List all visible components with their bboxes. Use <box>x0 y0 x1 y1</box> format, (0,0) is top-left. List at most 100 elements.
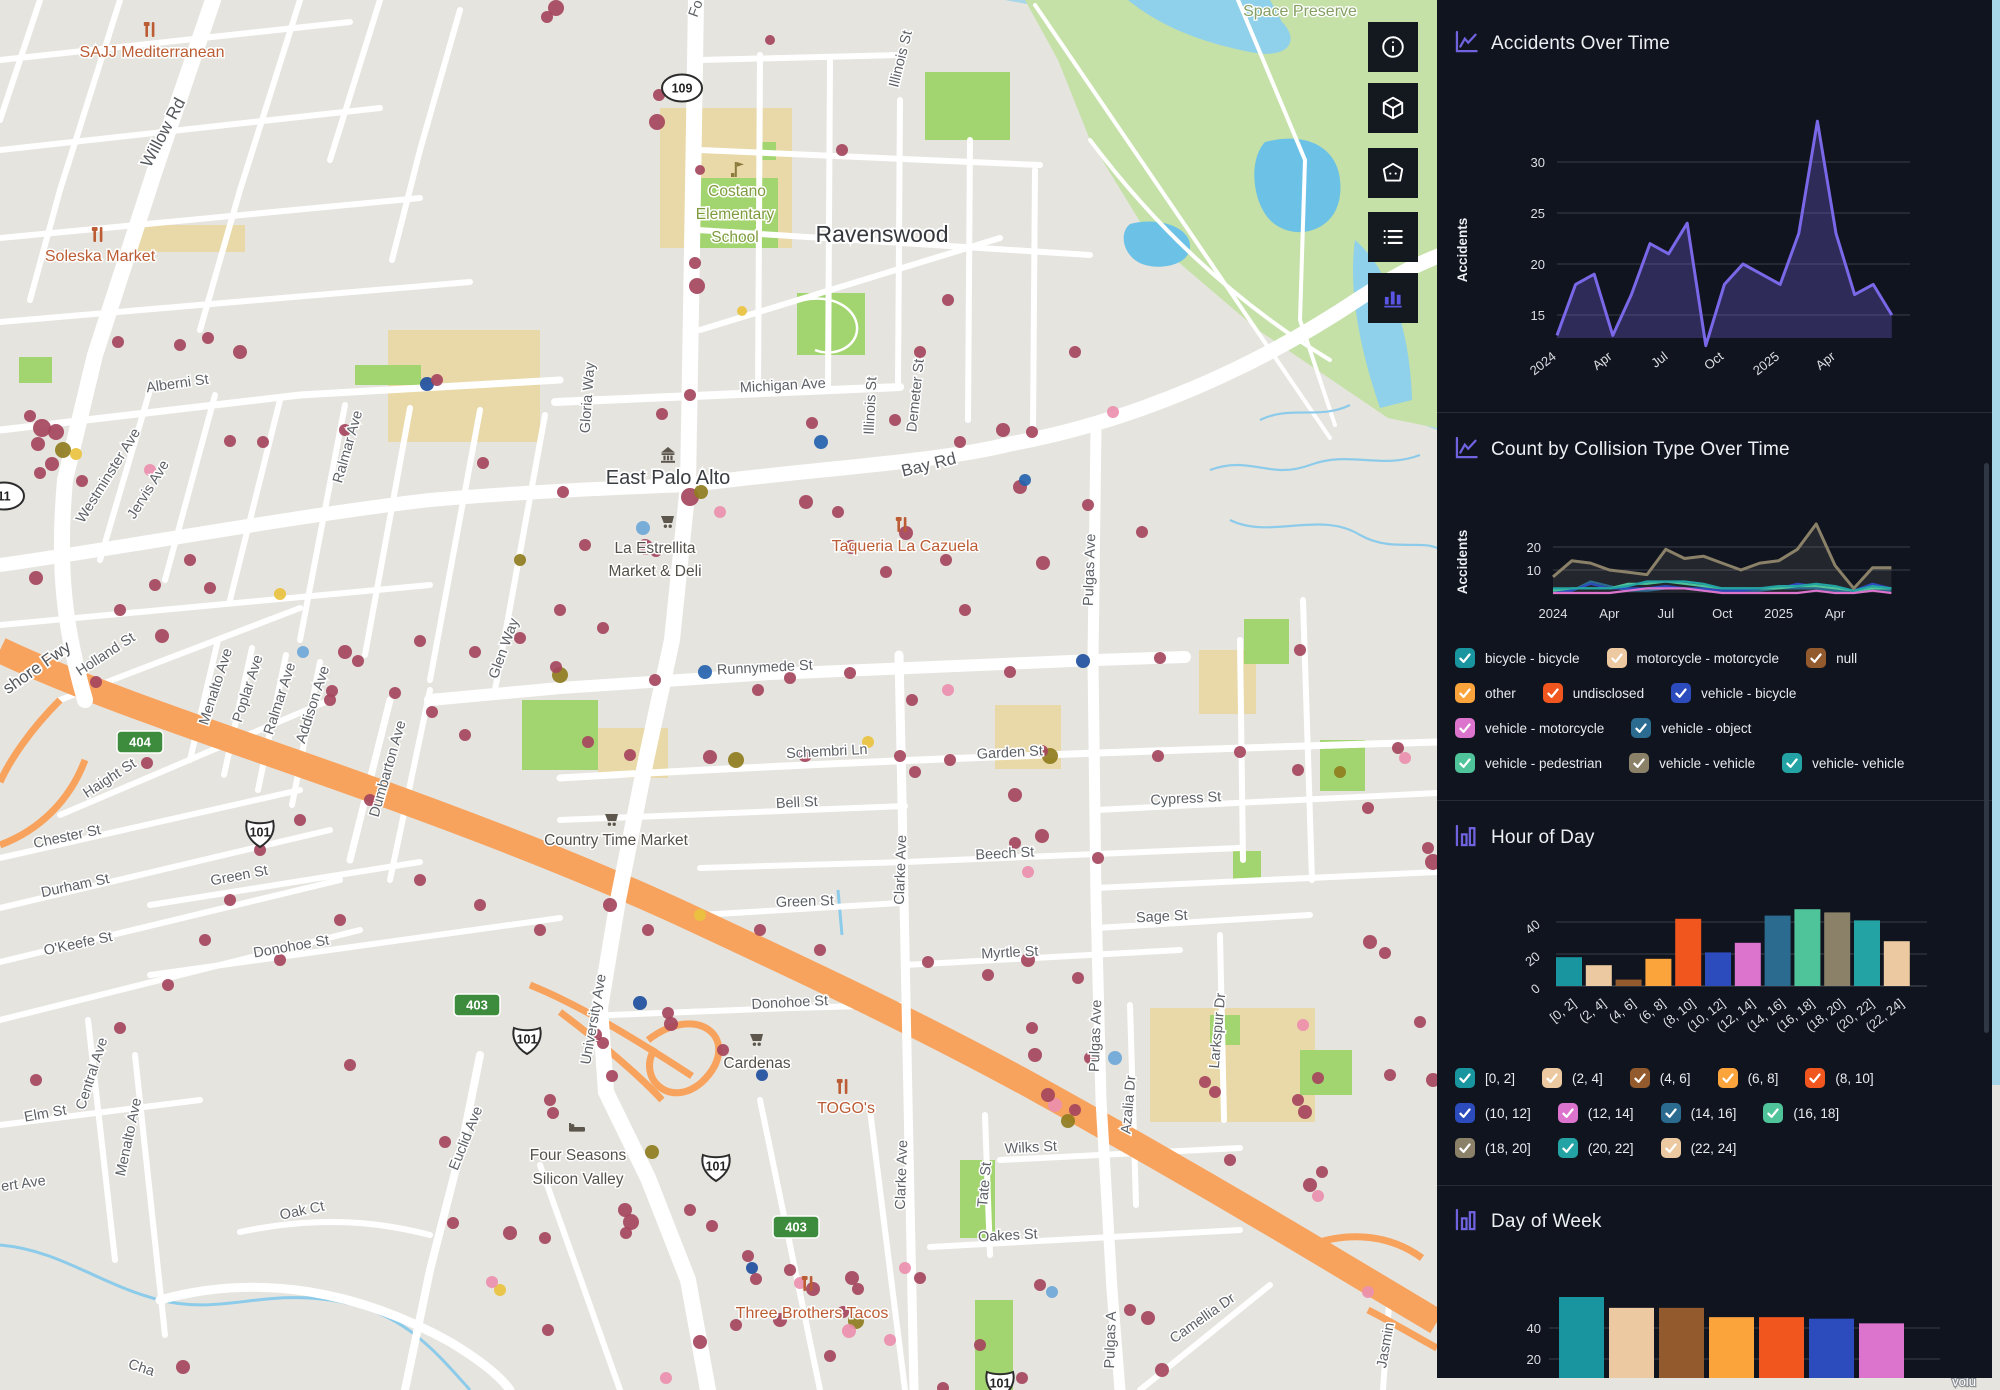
accident-dot[interactable] <box>1022 866 1034 878</box>
accident-dot[interactable] <box>752 684 764 696</box>
accident-dot[interactable] <box>1028 1048 1042 1062</box>
collision-type-checkbox-item[interactable]: null <box>1806 648 1857 668</box>
accident-dot[interactable] <box>334 914 346 926</box>
accident-dot[interactable] <box>737 306 747 316</box>
checkbox-checked-icon[interactable] <box>1455 718 1475 738</box>
checkbox-checked-icon[interactable] <box>1805 1068 1826 1088</box>
accident-dot[interactable] <box>884 1334 896 1346</box>
accident-dot[interactable] <box>297 646 309 658</box>
checkbox-checked-icon[interactable] <box>1671 683 1692 703</box>
hour-bar[interactable] <box>1883 941 1910 986</box>
accident-dot[interactable] <box>1199 1076 1211 1088</box>
layers-button[interactable] <box>1368 212 1418 262</box>
day-of-week-bar[interactable] <box>1759 1317 1804 1378</box>
accident-dot[interactable] <box>642 924 654 936</box>
accident-dot[interactable] <box>703 750 717 764</box>
accident-dot[interactable] <box>714 506 726 518</box>
accident-dot[interactable] <box>909 766 921 778</box>
accident-dot[interactable] <box>645 1145 659 1159</box>
accident-dot[interactable] <box>477 457 489 469</box>
accident-dot[interactable] <box>1016 1372 1028 1384</box>
accident-dot[interactable] <box>662 1007 674 1019</box>
accident-dot[interactable] <box>557 486 569 498</box>
accident-dot[interactable] <box>637 539 653 555</box>
hour-of-day-checkbox-item[interactable]: (20, 22] <box>1557 1138 1634 1158</box>
accident-dot[interactable] <box>1422 842 1434 854</box>
accident-dot[interactable] <box>889 414 901 426</box>
checkbox-checked-icon[interactable] <box>1782 753 1803 773</box>
accident-dot[interactable] <box>832 506 844 518</box>
checkbox-checked-icon[interactable] <box>1455 1138 1475 1158</box>
accident-dot[interactable] <box>90 676 102 688</box>
accident-dot[interactable] <box>636 521 650 535</box>
checkbox-checked-icon[interactable] <box>1542 683 1563 703</box>
accident-dot[interactable] <box>141 757 153 769</box>
accident-dot[interactable] <box>1061 1114 1075 1128</box>
accident-dot[interactable] <box>174 339 186 351</box>
collision-type-checkbox-item[interactable]: vehicle - motorcycle <box>1455 718 1604 738</box>
hour-bar[interactable] <box>1705 952 1731 986</box>
accident-dot[interactable] <box>550 661 562 673</box>
hour-of-day-checkbox-item[interactable]: (12, 14] <box>1557 1103 1634 1123</box>
accident-dot[interactable] <box>1107 406 1119 418</box>
accident-dot[interactable] <box>324 694 336 706</box>
accident-dot[interactable] <box>974 1339 986 1351</box>
accident-dot[interactable] <box>414 635 426 647</box>
accident-dot[interactable] <box>618 1203 632 1217</box>
collision-type-checkbox-item[interactable]: vehicle - pedestrian <box>1455 753 1602 773</box>
accident-dot[interactable] <box>1209 1086 1221 1098</box>
accident-dot[interactable] <box>426 706 438 718</box>
hour-bar[interactable] <box>1675 918 1702 986</box>
accident-dot[interactable] <box>588 1028 602 1042</box>
collision-type-checkbox-item[interactable]: vehicle - bicycle <box>1671 683 1796 703</box>
hour-of-day-checkbox-item[interactable]: (8, 10] <box>1805 1068 1874 1088</box>
collision-type-checkbox-item[interactable]: vehicle- vehicle <box>1782 753 1904 773</box>
checkbox-checked-icon[interactable] <box>1455 648 1475 668</box>
accident-dot[interactable] <box>756 1069 768 1081</box>
hour-bar[interactable] <box>1734 942 1761 986</box>
accident-dot[interactable] <box>906 694 918 706</box>
accident-dot[interactable] <box>623 1214 639 1230</box>
collision-type-checkbox-item[interactable]: vehicle - object <box>1631 718 1751 738</box>
accident-dot[interactable] <box>274 954 286 966</box>
checkbox-checked-icon[interactable] <box>1806 648 1827 668</box>
checkbox-checked-icon[interactable] <box>1606 648 1627 668</box>
hour-of-day-checkbox-item[interactable]: (2, 4] <box>1542 1068 1603 1088</box>
accident-dot[interactable] <box>784 672 796 684</box>
accident-dot[interactable] <box>1026 1022 1038 1034</box>
accident-dot[interactable] <box>649 674 661 686</box>
accident-dot[interactable] <box>204 582 216 594</box>
accident-dot[interactable] <box>824 1350 836 1362</box>
accident-dot[interactable] <box>798 748 812 762</box>
accident-dot[interactable] <box>742 1250 754 1262</box>
accident-dot[interactable] <box>24 410 36 422</box>
hour-bar[interactable] <box>1824 912 1851 986</box>
accident-dot[interactable] <box>799 495 813 509</box>
accident-dot[interactable] <box>541 11 553 23</box>
charts-button[interactable] <box>1368 273 1418 323</box>
hour-bar[interactable] <box>1794 909 1821 986</box>
accident-dot[interactable] <box>364 794 376 806</box>
accident-dot[interactable] <box>996 423 1010 437</box>
accident-dot[interactable] <box>1021 953 1035 967</box>
accident-dot[interactable] <box>695 165 705 175</box>
accident-dot[interactable] <box>31 437 45 451</box>
hour-of-day-checkbox-item[interactable]: (4, 6] <box>1629 1068 1691 1088</box>
accident-dot[interactable] <box>706 1220 718 1232</box>
checkbox-checked-icon[interactable] <box>1717 1068 1738 1088</box>
accident-dot[interactable] <box>1363 935 1377 949</box>
accident-dot[interactable] <box>914 346 926 358</box>
accident-dot[interactable] <box>339 424 351 436</box>
accident-dot[interactable] <box>1316 1166 1328 1178</box>
accident-dot[interactable] <box>1399 752 1411 764</box>
accident-dot[interactable] <box>1224 1154 1236 1166</box>
hour-of-day-checkbox-item[interactable]: (14, 16] <box>1660 1103 1736 1123</box>
accident-dot[interactable] <box>814 435 828 449</box>
accident-dot[interactable] <box>684 1204 696 1216</box>
accident-dot[interactable] <box>486 1276 498 1288</box>
accident-dot[interactable] <box>447 1217 459 1229</box>
accident-dot[interactable] <box>257 436 269 448</box>
accident-dot[interactable] <box>894 750 906 762</box>
accident-dot[interactable] <box>1019 474 1031 486</box>
day-of-week-bar[interactable] <box>1659 1307 1704 1378</box>
